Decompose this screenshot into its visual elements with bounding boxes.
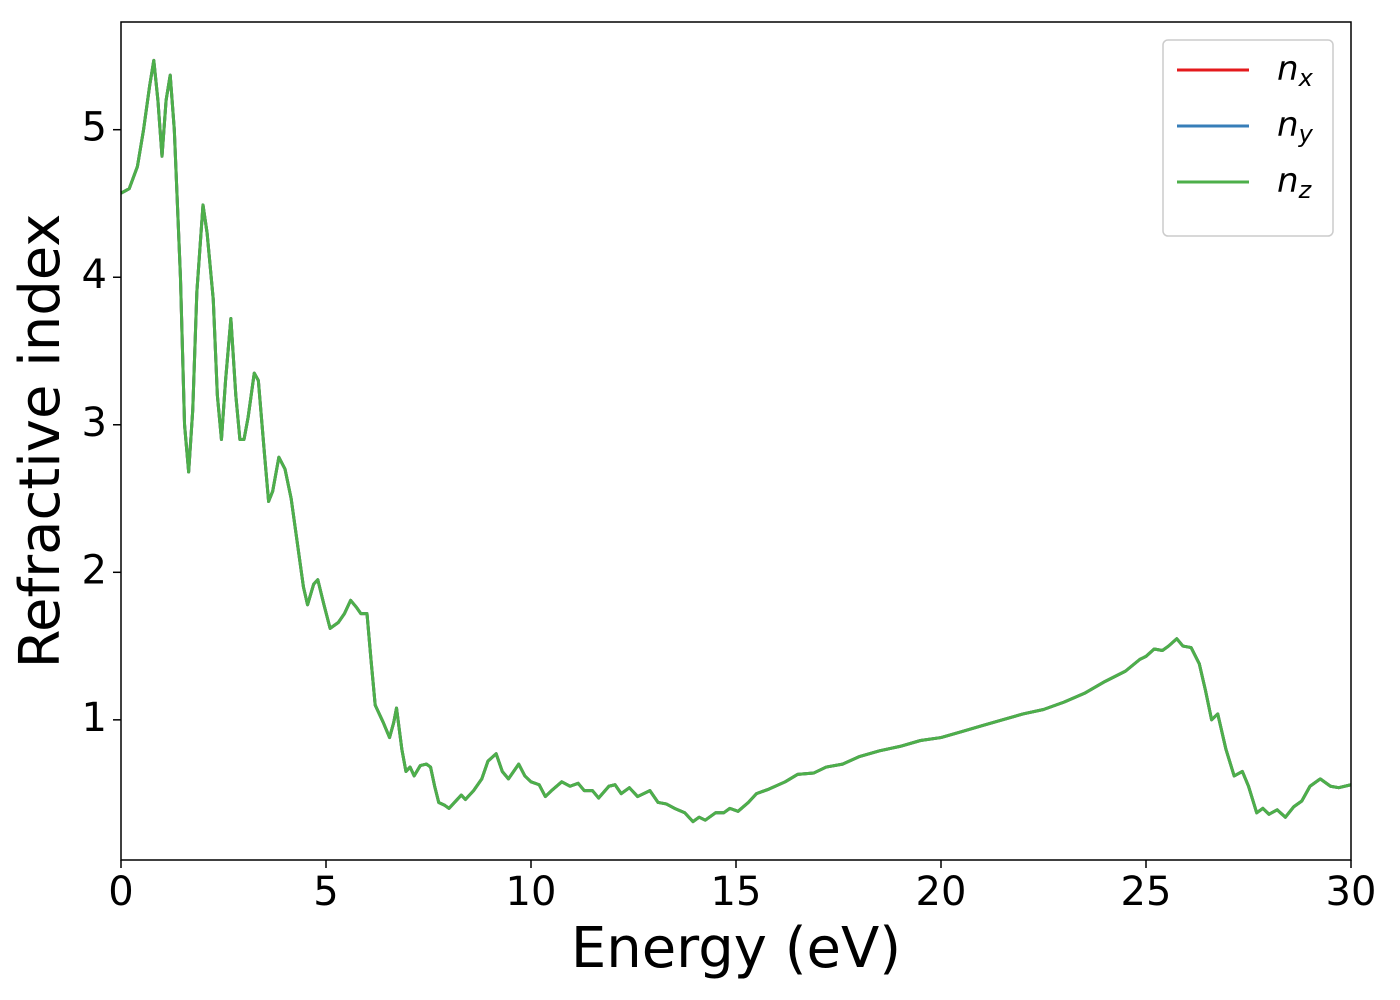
line bbox=[120, 58, 1352, 824]
legend-label: nz bbox=[1277, 161, 1313, 205]
y-tick-label: 1 bbox=[82, 695, 107, 741]
legend-label: nx bbox=[1277, 49, 1314, 93]
x-tick-label: 25 bbox=[1121, 869, 1172, 915]
legend-label: ny bbox=[1277, 105, 1314, 149]
x-axis-label: Energy (eV) bbox=[571, 916, 901, 981]
y-tick-label: 4 bbox=[82, 252, 107, 298]
y-tick-label: 2 bbox=[82, 547, 107, 593]
plot-frame bbox=[120, 21, 1352, 861]
x-tick-label: 30 bbox=[1326, 869, 1377, 915]
x-tick-label: 10 bbox=[506, 869, 557, 915]
x-tick-label: 5 bbox=[313, 869, 338, 915]
legend-box bbox=[1162, 39, 1334, 237]
y-tick-label: 5 bbox=[82, 105, 107, 151]
x-tick-label: 15 bbox=[711, 869, 762, 915]
x-tick-label: 0 bbox=[108, 869, 133, 915]
y-tick-label: 3 bbox=[82, 400, 107, 446]
x-tick-label: 20 bbox=[916, 869, 967, 915]
y-axis-label: Refractive index bbox=[8, 214, 73, 669]
